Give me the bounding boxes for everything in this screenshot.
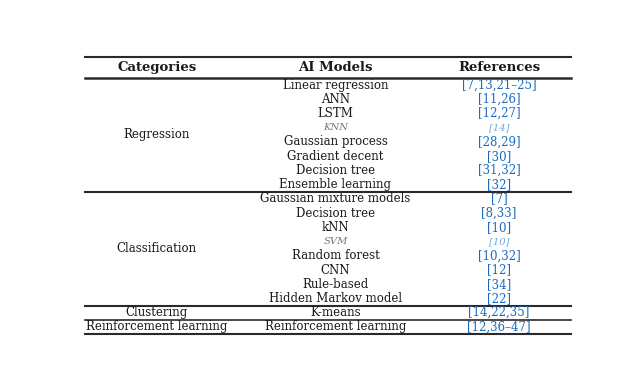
- Text: [32]: [32]: [487, 178, 511, 191]
- Text: [34]: [34]: [487, 278, 511, 291]
- Text: [7,13,21–25]: [7,13,21–25]: [462, 79, 536, 92]
- Text: LSTM: LSTM: [317, 107, 353, 120]
- Text: Rule-based: Rule-based: [302, 278, 369, 291]
- Text: [12]: [12]: [487, 263, 511, 276]
- Text: [14,22,35]: [14,22,35]: [468, 306, 530, 319]
- Text: Gaussian process: Gaussian process: [284, 136, 387, 149]
- Text: Ensemble learning: Ensemble learning: [280, 178, 392, 191]
- Text: K-means: K-means: [310, 306, 361, 319]
- Text: Classification: Classification: [117, 242, 197, 255]
- Text: Decision tree: Decision tree: [296, 164, 375, 177]
- Text: Regression: Regression: [124, 128, 190, 141]
- Text: Linear regression: Linear regression: [283, 79, 388, 92]
- Text: SVM: SVM: [323, 237, 348, 246]
- Text: ANN: ANN: [321, 93, 350, 106]
- Text: [31,32]: [31,32]: [477, 164, 520, 177]
- Text: [28,29]: [28,29]: [478, 136, 520, 149]
- Text: CNN: CNN: [321, 263, 350, 276]
- Text: [12,27]: [12,27]: [478, 107, 520, 120]
- Text: Reinforcement learning: Reinforcement learning: [265, 320, 406, 333]
- Text: [14]: [14]: [489, 123, 509, 132]
- Text: [22]: [22]: [487, 292, 511, 305]
- Text: Gradient decent: Gradient decent: [287, 150, 383, 163]
- Text: [10]: [10]: [487, 221, 511, 234]
- Text: [30]: [30]: [487, 150, 511, 163]
- Text: [10]: [10]: [489, 237, 509, 246]
- Text: [8,33]: [8,33]: [481, 207, 517, 219]
- Text: Gaussian mixture models: Gaussian mixture models: [260, 192, 411, 205]
- Text: References: References: [458, 61, 540, 74]
- Text: Clustering: Clustering: [125, 306, 188, 319]
- Text: Hidden Markov model: Hidden Markov model: [269, 292, 402, 305]
- Text: Reinforcement learning: Reinforcement learning: [86, 320, 228, 333]
- Text: Categories: Categories: [117, 61, 196, 74]
- Text: [12,36–47]: [12,36–47]: [467, 320, 531, 333]
- Text: Random forest: Random forest: [292, 249, 380, 262]
- Text: kNN: kNN: [322, 221, 349, 234]
- Text: [11,26]: [11,26]: [478, 93, 520, 106]
- Text: [7]: [7]: [491, 192, 508, 205]
- Text: AI Models: AI Models: [298, 61, 372, 74]
- Text: KNN: KNN: [323, 123, 348, 132]
- Text: Decision tree: Decision tree: [296, 207, 375, 219]
- Text: [10,32]: [10,32]: [477, 249, 520, 262]
